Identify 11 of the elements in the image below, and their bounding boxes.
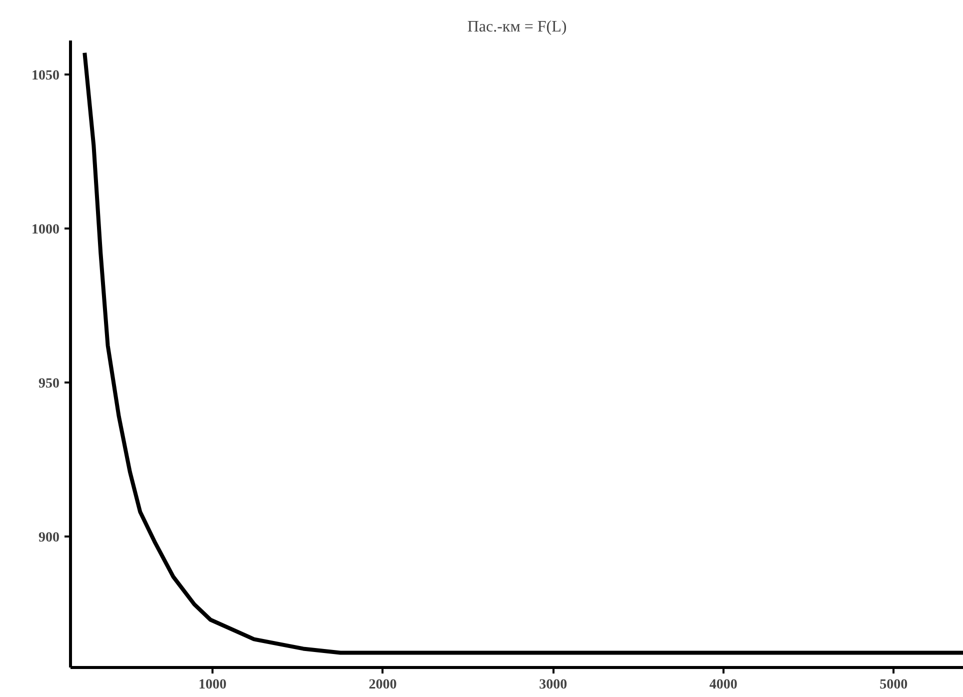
y-tick-label: 900 [38,530,60,546]
x-tick-label: 5000 [880,678,908,692]
y-tick-label: 1050 [32,68,60,84]
x-tick-label: 1000 [198,678,227,692]
x-tick-label: 2000 [368,678,397,692]
line-series [82,50,963,655]
x-tick-label: 4000 [709,678,738,692]
y-tick-label: 950 [38,376,60,392]
y-tick-label: 1000 [32,222,60,238]
chart-title: Пас.-км = F(L) [467,18,567,36]
x-tick-label: 3000 [539,678,568,692]
